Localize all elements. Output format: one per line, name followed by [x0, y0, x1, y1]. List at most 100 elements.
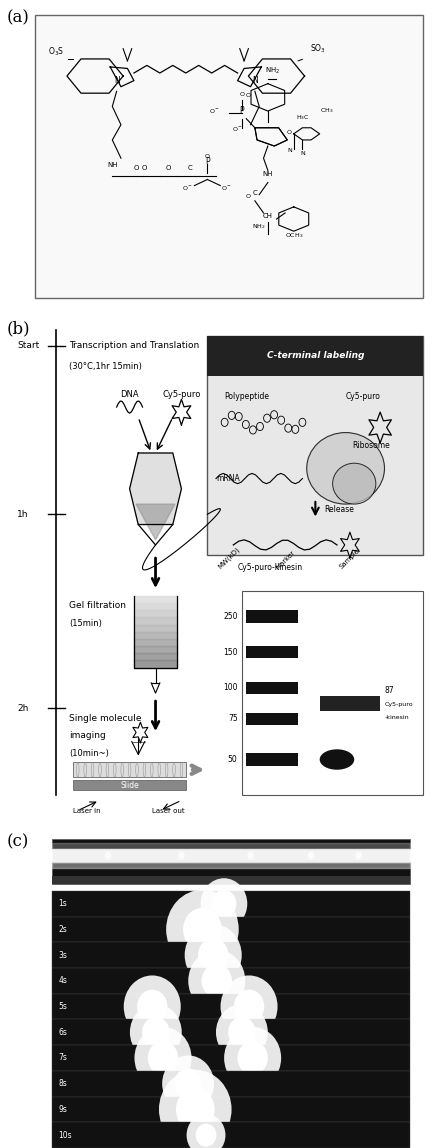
Ellipse shape — [224, 1026, 281, 1089]
Text: (c): (c) — [6, 833, 29, 850]
Polygon shape — [130, 453, 181, 525]
Text: (b): (b) — [6, 320, 30, 338]
Text: N: N — [287, 148, 292, 153]
Text: MW(kD): MW(kD) — [217, 546, 241, 571]
Text: Marker: Marker — [274, 549, 296, 571]
Bar — [246, 646, 298, 658]
Text: (30°C,1hr 15min): (30°C,1hr 15min) — [69, 362, 142, 371]
Text: P: P — [240, 106, 244, 115]
Bar — [52, 1045, 410, 1071]
Text: imaging: imaging — [69, 731, 106, 740]
Text: CH: CH — [263, 212, 273, 218]
Ellipse shape — [178, 852, 185, 860]
Text: $\mathregular{O_3S}$: $\mathregular{O_3S}$ — [48, 46, 64, 57]
Text: NH: NH — [263, 171, 273, 178]
Text: 2h: 2h — [17, 704, 29, 713]
Bar — [52, 916, 410, 943]
Text: 250: 250 — [223, 612, 238, 621]
Text: $\mathregular{H_3C}$: $\mathregular{H_3C}$ — [295, 113, 309, 122]
Text: 150: 150 — [223, 647, 238, 657]
Ellipse shape — [137, 990, 168, 1024]
Ellipse shape — [187, 1114, 226, 1148]
Text: $\mathregular{O^-}$: $\mathregular{O^-}$ — [209, 107, 220, 115]
Polygon shape — [136, 504, 175, 540]
Ellipse shape — [333, 464, 376, 504]
Text: O: O — [287, 130, 292, 134]
Text: 75: 75 — [228, 714, 238, 723]
Text: Slide: Slide — [120, 781, 139, 790]
Bar — [246, 753, 298, 766]
Ellipse shape — [200, 878, 247, 929]
Text: -kinesin: -kinesin — [384, 715, 409, 720]
Bar — [52, 943, 410, 968]
Bar — [320, 696, 380, 711]
Text: 5s: 5s — [58, 1002, 67, 1011]
Bar — [52, 1019, 410, 1045]
Ellipse shape — [216, 1004, 268, 1061]
Text: P: P — [205, 157, 210, 166]
Bar — [52, 1123, 410, 1148]
Text: Start: Start — [17, 341, 40, 350]
Bar — [73, 762, 186, 777]
Text: $\mathregular{O^-}$: $\mathregular{O^-}$ — [182, 184, 194, 192]
Text: Gel filtration: Gel filtration — [69, 602, 126, 610]
Text: 8s: 8s — [58, 1079, 67, 1088]
Ellipse shape — [124, 976, 181, 1038]
Text: N: N — [300, 152, 305, 156]
Ellipse shape — [105, 852, 111, 860]
Ellipse shape — [148, 1041, 178, 1075]
Text: Sample: Sample — [339, 548, 361, 571]
Ellipse shape — [238, 1041, 268, 1075]
Text: (a): (a) — [6, 9, 29, 26]
Ellipse shape — [166, 890, 239, 969]
Ellipse shape — [234, 990, 264, 1024]
Text: 7s: 7s — [58, 1054, 67, 1063]
Text: Cy5-puro: Cy5-puro — [346, 391, 381, 401]
Bar — [52, 876, 410, 884]
Text: $\mathregular{SO_3}$: $\mathregular{SO_3}$ — [310, 42, 325, 55]
Text: 50: 50 — [228, 755, 238, 765]
Text: O: O — [246, 194, 251, 199]
Ellipse shape — [320, 750, 354, 770]
Text: 1s: 1s — [58, 899, 67, 908]
Text: Laser in: Laser in — [73, 808, 100, 814]
Text: 9s: 9s — [58, 1104, 67, 1114]
Text: C: C — [188, 165, 192, 171]
Text: 6s: 6s — [58, 1027, 67, 1037]
Ellipse shape — [188, 949, 245, 1013]
Text: O: O — [239, 92, 245, 96]
Ellipse shape — [196, 1124, 216, 1147]
Text: DNA: DNA — [120, 390, 139, 398]
Bar — [52, 839, 410, 884]
Text: (15min): (15min) — [69, 619, 102, 628]
Ellipse shape — [159, 1070, 232, 1148]
Text: 1h: 1h — [17, 510, 29, 519]
Text: N: N — [114, 76, 120, 85]
Ellipse shape — [174, 1069, 202, 1099]
Ellipse shape — [198, 938, 229, 972]
Ellipse shape — [307, 433, 384, 504]
Text: $\mathregular{CH_3}$: $\mathregular{CH_3}$ — [320, 107, 333, 116]
Text: Release: Release — [324, 505, 354, 513]
Text: O: O — [166, 165, 171, 171]
Bar — [246, 611, 298, 622]
Text: 10s: 10s — [58, 1131, 72, 1140]
Text: O: O — [205, 154, 210, 160]
Text: $\mathregular{NH_2}$: $\mathregular{NH_2}$ — [252, 223, 266, 231]
Ellipse shape — [130, 1004, 182, 1061]
Ellipse shape — [247, 852, 254, 860]
Text: $\mathregular{O^-}$: $\mathregular{O^-}$ — [232, 125, 243, 133]
Bar — [52, 1071, 410, 1096]
Text: Cy5-puro: Cy5-puro — [162, 390, 200, 398]
Text: 87: 87 — [384, 687, 394, 695]
Text: (10min~): (10min~) — [69, 750, 109, 759]
Bar — [73, 779, 186, 790]
Bar — [52, 994, 410, 1019]
Text: 3s: 3s — [58, 951, 67, 960]
Bar — [246, 713, 298, 724]
Bar — [52, 968, 410, 994]
Text: $\mathregular{OCH_3}$: $\mathregular{OCH_3}$ — [285, 231, 303, 240]
Ellipse shape — [221, 976, 278, 1038]
Text: Single molecule: Single molecule — [69, 714, 142, 722]
Text: $\mathregular{O^-}$: $\mathregular{O^-}$ — [221, 184, 232, 192]
